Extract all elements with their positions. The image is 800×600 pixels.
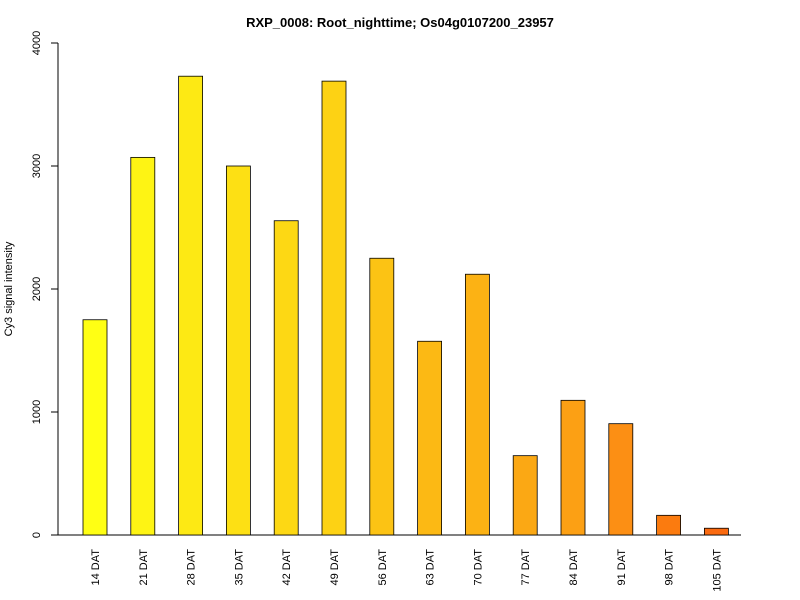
- x-tick-label: 56 DAT: [377, 549, 389, 586]
- x-tick-label: 28 DAT: [186, 549, 198, 586]
- x-tick-label: 91 DAT: [616, 549, 628, 586]
- bar: [178, 75, 204, 536]
- bar: [225, 165, 251, 536]
- x-tick-label: 49 DAT: [329, 549, 341, 586]
- y-tick-label: 1000: [31, 400, 43, 424]
- y-tick-label: 4000: [31, 31, 43, 55]
- bars: [82, 75, 729, 536]
- y-tick-label: 2000: [31, 277, 43, 301]
- bar: [656, 514, 681, 536]
- y-axis-label: Cy3 signal intensity: [3, 241, 15, 336]
- bar: [464, 273, 490, 536]
- x-tick-label: 21 DAT: [138, 549, 150, 586]
- x-tick-label: 70 DAT: [472, 549, 484, 586]
- x-tick-label: 105 DAT: [711, 549, 723, 592]
- x-tick-label: 84 DAT: [568, 549, 580, 586]
- chart-title: RXP_0008: Root_nighttime; Os04g0107200_2…: [246, 15, 554, 30]
- bar: [512, 455, 538, 536]
- y-ticks: 0 1000 2000 3000 4000: [31, 31, 58, 538]
- bar: [321, 80, 347, 536]
- bar: [130, 156, 156, 536]
- bar: [608, 423, 634, 536]
- x-tick-label: 42 DAT: [281, 549, 293, 586]
- y-tick-label: 0: [31, 532, 43, 538]
- bar: [704, 527, 729, 536]
- x-tick-label: 77 DAT: [520, 549, 532, 586]
- bar: [560, 399, 586, 536]
- bar: [369, 257, 395, 536]
- bar: [417, 340, 443, 536]
- x-tick-label: 63 DAT: [425, 549, 437, 586]
- x-tick-label: 98 DAT: [664, 549, 676, 586]
- x-tick-label: 35 DAT: [233, 549, 245, 586]
- y-tick-label: 3000: [31, 154, 43, 178]
- x-tick-labels: 14 DAT 21 DAT 28 DAT 35 DAT 42 DAT 49 DAT 56 D…: [90, 549, 723, 592]
- bar: [273, 220, 299, 536]
- bar: [82, 319, 108, 536]
- x-tick-label: 14 DAT: [90, 549, 102, 586]
